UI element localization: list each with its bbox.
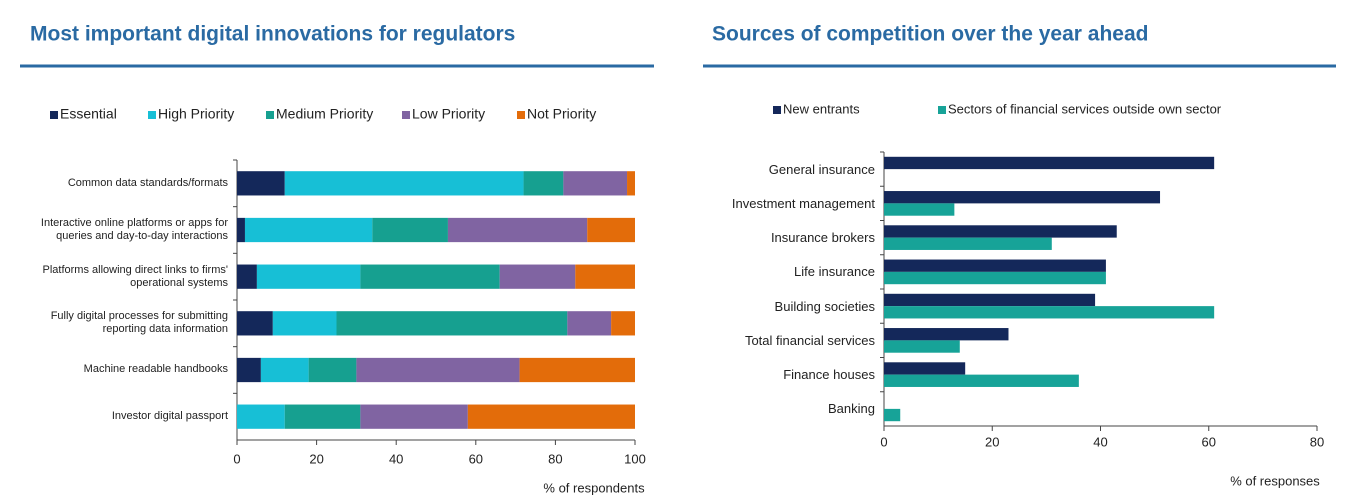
- bar-segment: [575, 264, 635, 289]
- bar-segment: [244, 217, 373, 243]
- x-axis-label: % of responses: [1230, 473, 1320, 488]
- bar: [884, 259, 1106, 272]
- legend-swatch: [50, 111, 58, 119]
- y-tick-label: Platforms allowing direct links to firms…: [42, 263, 229, 289]
- bar-segment: [499, 264, 576, 289]
- bar-segment: [372, 217, 448, 243]
- x-tick-label: 40: [1093, 434, 1107, 449]
- y-tick-label: Finance houses: [783, 367, 875, 383]
- bar: [884, 340, 960, 353]
- bar-segment: [237, 404, 285, 429]
- x-tick-label: 60: [469, 451, 483, 466]
- legend-swatch: [148, 111, 156, 119]
- bar-segment: [563, 171, 628, 196]
- y-tick-label: Common data standards/formats: [67, 176, 228, 189]
- bar-segment: [272, 311, 337, 336]
- bar-segment: [260, 357, 309, 383]
- bar-segment: [360, 264, 500, 289]
- legend-swatch: [773, 106, 781, 114]
- bar-segment: [587, 217, 635, 243]
- y-tick-label: Investor digital passport: [111, 410, 228, 423]
- legend-swatch: [266, 111, 274, 119]
- x-tick-label: 80: [1310, 434, 1324, 449]
- legend-swatch: [938, 106, 946, 114]
- legend-label: Sectors of financial services outside ow…: [948, 101, 1222, 116]
- bar-segment: [237, 171, 285, 196]
- legend-swatch: [517, 111, 525, 119]
- x-tick-label: 40: [389, 451, 403, 466]
- y-tick-label: Life insurance: [794, 264, 875, 280]
- bar-segment: [284, 171, 524, 196]
- bar-segment: [237, 264, 257, 289]
- bar: [884, 237, 1052, 250]
- bar-segment: [356, 357, 520, 383]
- x-tick-label: 80: [548, 451, 562, 466]
- bar-segment: [308, 357, 357, 383]
- legend-swatch: [402, 111, 410, 119]
- bar-segment: [523, 171, 564, 196]
- bar-segment: [360, 404, 468, 429]
- bar-segment: [336, 311, 568, 336]
- bar-segment: [237, 357, 261, 383]
- x-tick-label: 0: [233, 451, 240, 466]
- bar: [884, 374, 1079, 387]
- bar-segment: [467, 404, 635, 429]
- legend-label: Medium Priority: [276, 106, 373, 122]
- y-tick-label: Building societies: [774, 298, 875, 314]
- legend-label: Low Priority: [412, 106, 485, 122]
- bar: [884, 408, 901, 422]
- y-tick-label: Machine readable handbooks: [83, 363, 228, 376]
- chart-title: Most important digital innovations for r…: [30, 23, 515, 46]
- x-axis-label: % of respondents: [543, 480, 645, 495]
- x-tick-label: 20: [309, 451, 323, 466]
- legend-label: New entrants: [783, 101, 860, 116]
- legend-label: Not Priority: [527, 106, 596, 122]
- bar: [884, 203, 955, 216]
- y-tick-label: Insurance brokers: [770, 230, 875, 246]
- bar-segment: [627, 171, 635, 196]
- x-tick-label: 60: [1202, 434, 1216, 449]
- x-tick-label: 20: [985, 434, 999, 449]
- bar-segment: [519, 357, 635, 383]
- bar-segment: [237, 217, 245, 243]
- bar: [884, 293, 1096, 307]
- bar-segment: [611, 311, 635, 336]
- bar-segment: [447, 217, 588, 243]
- bar-segment: [237, 311, 273, 336]
- y-tick-label: Investment management: [731, 195, 875, 211]
- x-tick-label: 0: [880, 434, 887, 449]
- y-tick-label: Total financial services: [744, 332, 875, 348]
- y-tick-label: General insurance: [768, 161, 875, 177]
- legend-label: High Priority: [158, 106, 234, 122]
- bar-segment: [256, 264, 361, 289]
- y-tick-label: Interactive online platforms or apps for…: [40, 216, 228, 242]
- bar: [884, 362, 966, 375]
- legend-label: Essential: [60, 106, 117, 122]
- bar: [884, 191, 1161, 204]
- y-tick-label: Banking: [828, 401, 875, 417]
- bar: [884, 225, 1117, 238]
- bar: [884, 156, 1215, 170]
- bar-segment: [567, 311, 612, 336]
- chart-title: Sources of competition over the year ahe…: [712, 23, 1148, 46]
- x-tick-label: 100: [624, 451, 646, 466]
- bar: [884, 306, 1215, 319]
- bar: [884, 271, 1106, 285]
- y-tick-label: Fully digital processes for submitting r…: [50, 310, 228, 336]
- bar-segment: [284, 404, 361, 429]
- bar: [884, 328, 1009, 341]
